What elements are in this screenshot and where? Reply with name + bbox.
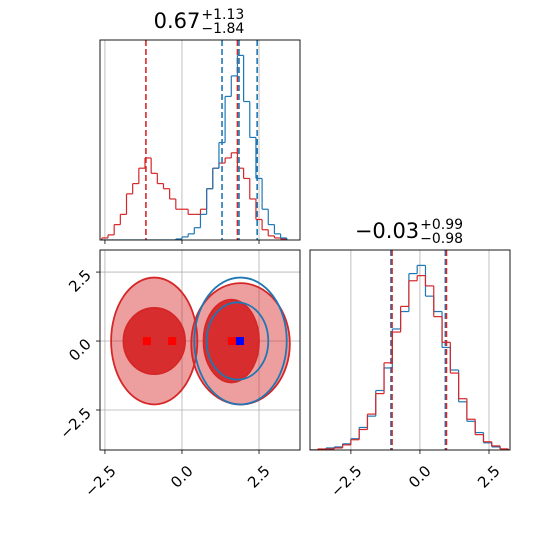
- contour-level: [193, 276, 288, 406]
- x-tick-label: 0.0: [405, 462, 435, 492]
- contour-level: [205, 301, 270, 381]
- x-tick-label: 2.5: [244, 462, 274, 492]
- marker: [168, 337, 177, 346]
- panel-title: 0.67: [154, 9, 201, 33]
- marker: [142, 337, 151, 346]
- x-tick-label: −2.5: [81, 462, 119, 500]
- axes-frame: [99, 39, 301, 241]
- title-lower: −0.98: [420, 231, 463, 247]
- marker: [235, 337, 244, 346]
- title-upper: +1.13: [201, 7, 244, 23]
- contour-group: [110, 276, 291, 406]
- y-tick-label: 2.5: [65, 266, 95, 296]
- axes-frame: [309, 249, 511, 451]
- y-tick-label: −2.5: [56, 404, 94, 442]
- histogram-group: [310, 250, 509, 450]
- marker: [227, 337, 236, 346]
- title-lower: −1.84: [201, 21, 244, 37]
- panel-title: −0.03: [355, 219, 419, 243]
- axes-frame: [99, 249, 301, 451]
- x-tick-label: 2.5: [474, 462, 504, 492]
- title-upper: +0.99: [420, 217, 463, 233]
- y-tick-label: 0.0: [65, 335, 95, 365]
- contour-level: [122, 307, 186, 376]
- histogram-group: [101, 40, 288, 240]
- x-tick-label: −2.5: [327, 462, 365, 500]
- x-tick-label: 0.0: [167, 462, 197, 492]
